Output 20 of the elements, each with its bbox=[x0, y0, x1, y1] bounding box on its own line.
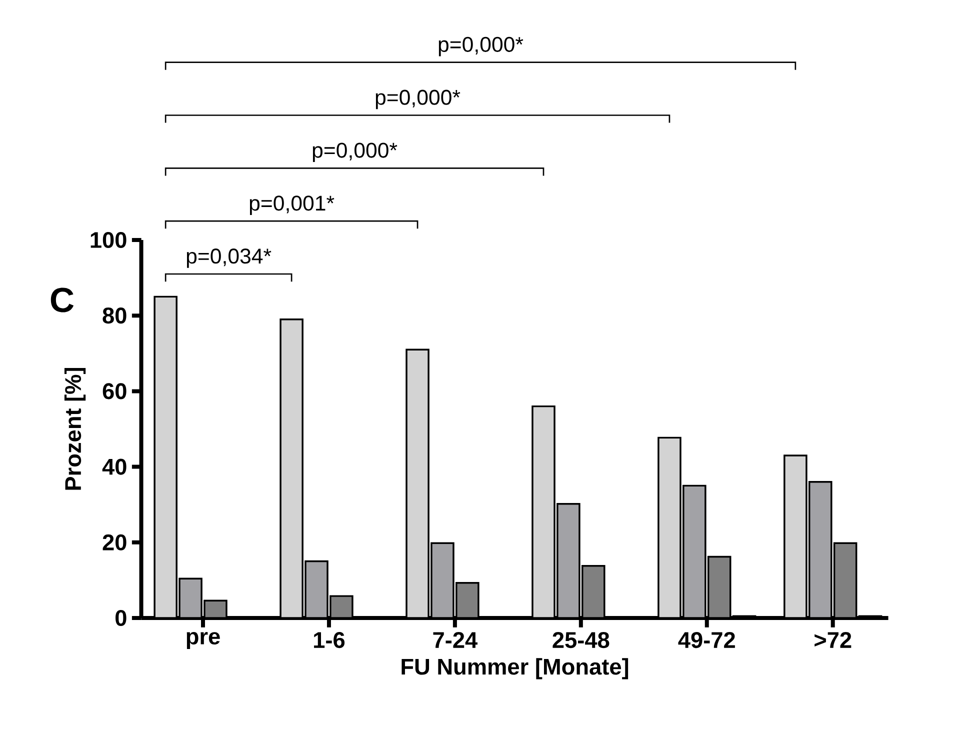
y-tick-label: 20 bbox=[102, 534, 126, 550]
text: C bbox=[50, 288, 74, 312]
y-tick-label: 80 bbox=[102, 308, 126, 324]
text: p=0,000* bbox=[376, 90, 460, 110]
text: p=0,000* bbox=[438, 36, 524, 56]
y-tick-label: 60 bbox=[102, 383, 126, 400]
x-tick-label: 49-72 bbox=[678, 632, 735, 648]
x-axis-title: FU Nummer [Monate] bbox=[402, 658, 628, 680]
y-tick-label: 0 bbox=[116, 610, 126, 626]
y-tick-label: 40 bbox=[102, 458, 126, 475]
text: p=0,000* bbox=[312, 142, 398, 162]
y-axis-title: Prozent [%] bbox=[64, 368, 86, 490]
y-tick-label: 100 bbox=[90, 232, 126, 248]
x-tick-label: pre bbox=[186, 632, 220, 649]
x-tick-label: >72 bbox=[814, 632, 852, 648]
x-tick-label: 25-48 bbox=[552, 632, 610, 648]
text: p=0,001* bbox=[250, 196, 334, 215]
annotation: p=0,034* bbox=[186, 248, 272, 268]
x-tick-label: 1-6 bbox=[314, 632, 345, 648]
x-tick-label: 7-24 bbox=[433, 632, 478, 648]
